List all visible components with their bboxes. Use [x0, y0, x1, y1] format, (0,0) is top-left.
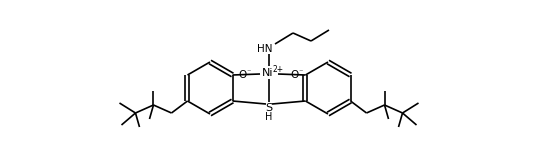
Text: ⁻: ⁻ [246, 67, 251, 76]
Text: O: O [239, 70, 247, 81]
Text: O: O [290, 70, 299, 81]
Text: HN: HN [257, 44, 273, 54]
Text: 2+: 2+ [272, 65, 284, 75]
Text: S: S [265, 103, 273, 113]
Text: H: H [265, 112, 273, 122]
Text: Ni: Ni [262, 68, 274, 78]
Text: ⁻: ⁻ [298, 67, 302, 76]
